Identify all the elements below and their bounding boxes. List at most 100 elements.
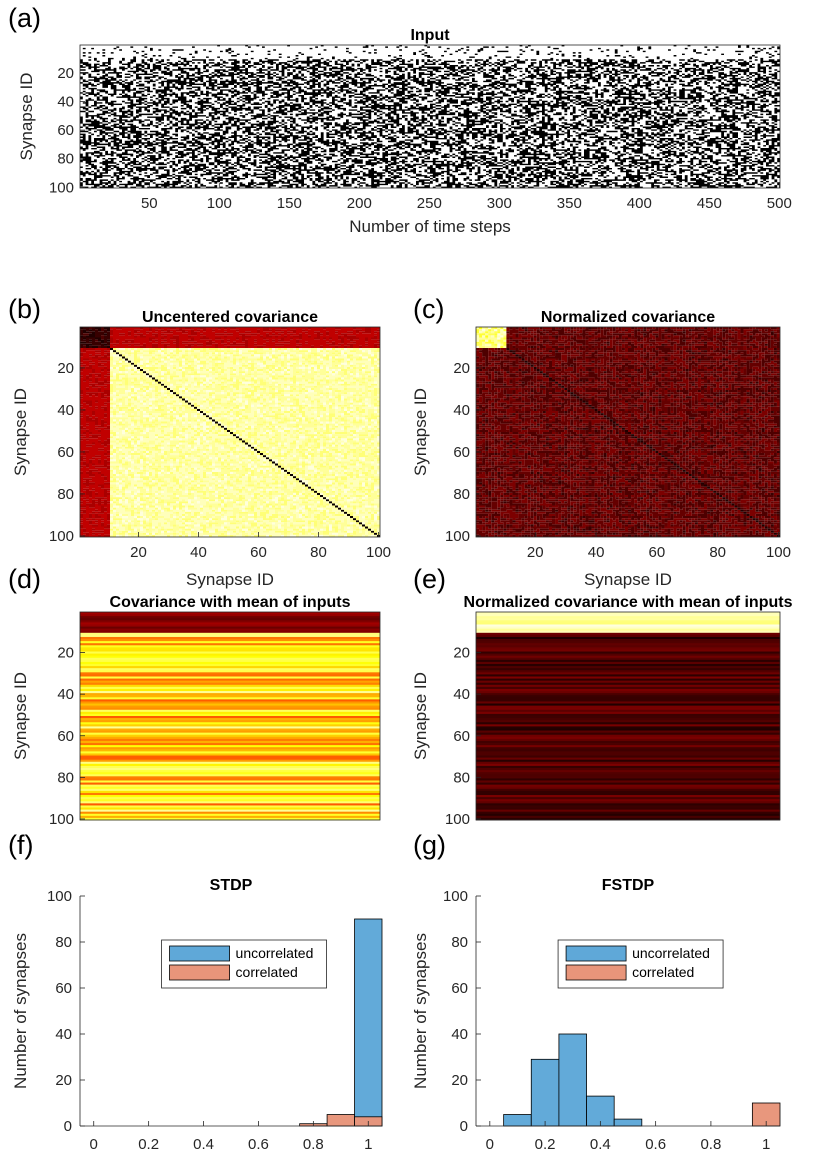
x-tick-label: 400: [627, 195, 652, 212]
stripe-row: [80, 651, 380, 654]
panel-label-e: (e): [413, 564, 446, 594]
stripe-row: [476, 655, 780, 659]
x-axis-label: Synapse ID: [584, 570, 672, 589]
stripe-row: [80, 720, 380, 723]
x-tick-label: 300: [487, 195, 512, 212]
stripe-row: [476, 630, 780, 634]
stripe-row: [80, 778, 380, 781]
stripe-row: [80, 780, 380, 783]
y-tick-label: 40: [451, 1026, 468, 1043]
stripe-row: [476, 612, 780, 615]
y-tick-label: 20: [57, 65, 74, 82]
stripe-row: [80, 645, 380, 648]
stripe-row: [476, 707, 780, 711]
stripe-row: [80, 691, 380, 694]
stripe-row: [476, 772, 780, 775]
x-tick-label: 200: [347, 195, 372, 212]
stripe-row: [476, 797, 780, 800]
x-tick-label: 0.2: [535, 1136, 556, 1153]
stripe-row: [80, 795, 380, 798]
stripe-row: [80, 639, 380, 642]
x-tick-label: 60: [250, 544, 267, 561]
stripe-row: [80, 630, 380, 634]
stripe-row: [476, 678, 780, 682]
stripe-row: [476, 680, 780, 684]
x-tick-label: 0: [90, 1136, 98, 1153]
stripe-row: [80, 763, 380, 767]
stripe-row: [476, 618, 780, 621]
y-tick-label: 40: [57, 686, 74, 703]
bar-uncorrelated: [503, 1114, 532, 1127]
stripe-row: [80, 726, 380, 729]
y-axis-label: Synapse ID: [411, 672, 430, 760]
x-tick-label: 0.4: [193, 1136, 214, 1153]
legend-label-uncorrelated: uncorrelated: [632, 945, 710, 961]
stripe-row: [476, 632, 780, 636]
stripe-row: [476, 691, 780, 694]
stripe-row: [476, 643, 780, 646]
y-tick-label: 80: [453, 486, 470, 503]
stripe-row: [476, 755, 780, 758]
stripe-row: [80, 632, 380, 636]
stripe-row: [476, 732, 780, 736]
plot-area: [80, 896, 382, 1126]
stripe-row: [476, 801, 780, 804]
stripe-row: [476, 620, 780, 623]
stripe-row: [80, 738, 380, 742]
stripe-row: [476, 743, 780, 746]
raster-spikes: [80, 45, 780, 188]
stripe-row: [80, 705, 380, 709]
x-tick-label: 0.8: [303, 1136, 324, 1153]
x-tick-label: 0.6: [645, 1136, 666, 1153]
x-tick-label: 20: [130, 544, 147, 561]
panel-g-fstdp-histogram: FSTDP 0 0.2 0.4 0.6 0.8 1 0 20 40 60 80 100 Number of…: [411, 877, 781, 1162]
y-tick-label: 60: [57, 444, 74, 461]
y-tick-label: 100: [49, 528, 74, 545]
stripe-row: [476, 672, 780, 675]
stripe-row: [476, 770, 780, 773]
y-axis-label: Synapse ID: [17, 73, 36, 161]
y-tick-label: 100: [49, 179, 74, 196]
stripe-row: [476, 634, 780, 638]
stripe-row: [80, 747, 380, 750]
chart-title: Normalized covariance with mean of input…: [464, 594, 793, 611]
y-tick-label: 60: [451, 980, 468, 997]
y-tick-label: 60: [57, 122, 74, 139]
y-tick-label: 80: [57, 151, 74, 168]
stripe-row: [80, 688, 380, 692]
stripe-row: [80, 653, 380, 657]
stripe-row: [476, 788, 780, 792]
bar-correlated: [326, 1114, 355, 1127]
stripe-row: [80, 618, 380, 621]
stripe-row: [476, 809, 780, 813]
chart-title: Covariance with mean of inputs: [110, 594, 351, 611]
stripe-row: [476, 738, 780, 742]
y-tick-label: 20: [453, 360, 470, 377]
panel-label-f: (f): [8, 830, 33, 860]
stripe-row: [476, 759, 780, 763]
stripe-row: [476, 740, 780, 744]
stripe-row: [80, 628, 380, 632]
stripe-row: [80, 745, 380, 748]
stripe-row: [80, 614, 380, 617]
stripe-row: [80, 786, 380, 790]
stripe-row: [476, 711, 780, 715]
stripe-row: [476, 728, 780, 731]
stripe-row: [80, 655, 380, 659]
stripe-row: [476, 693, 780, 696]
y-tick-label: 40: [57, 402, 74, 419]
y-tick-label: 40: [55, 1026, 72, 1043]
stripe-row: [80, 722, 380, 725]
chart-title: Input: [410, 27, 450, 44]
plot-frame: [79, 611, 381, 821]
stripe-row: [476, 795, 780, 798]
stripe-row: [80, 624, 380, 627]
y-tick-label: 20: [451, 1072, 468, 1089]
chart-title: Uncentered covariance: [142, 309, 318, 326]
stripe-row: [80, 672, 380, 675]
x-tick-label: 100: [207, 195, 232, 212]
plot-area: [476, 896, 780, 1126]
heatmap-cells: [476, 329, 507, 346]
legend-swatch-correlated: [169, 964, 230, 981]
legend-swatch-correlated: [565, 964, 627, 981]
